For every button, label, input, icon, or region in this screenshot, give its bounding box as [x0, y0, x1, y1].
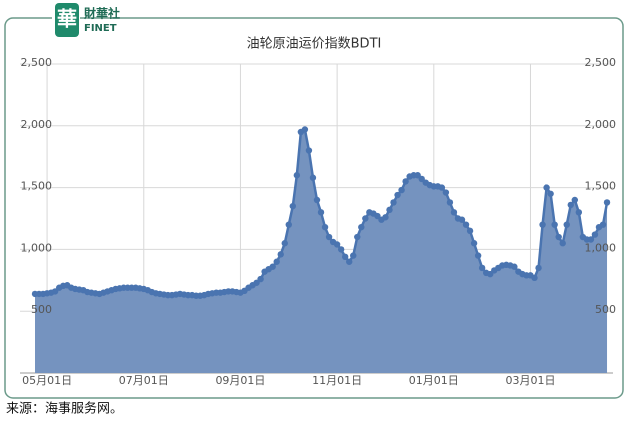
marker: [446, 199, 454, 206]
marker: [474, 252, 482, 259]
y2-tick-label: 2,500: [585, 56, 617, 69]
x-tick-label: 07月01日: [119, 374, 169, 387]
marker: [559, 240, 566, 247]
x-tick-label: 05月01日: [22, 374, 72, 387]
y2-tick-label: 2,000: [585, 118, 617, 131]
source: 来源：海事服务网。: [6, 401, 123, 417]
marker: [386, 206, 393, 214]
x-tick-label: 03月01日: [505, 374, 555, 387]
y2-tick-label: 500: [595, 303, 616, 316]
marker: [575, 209, 583, 216]
marker: [394, 191, 401, 199]
marker: [458, 216, 466, 223]
marker: [478, 264, 486, 272]
x-tick-label: 01月01日: [409, 374, 459, 387]
marker: [253, 279, 260, 286]
x-tick-label: 11月01日: [312, 374, 362, 387]
marker: [341, 253, 349, 261]
marker: [555, 233, 562, 241]
marker: [277, 251, 284, 258]
y-tick-label: 2,500: [21, 56, 53, 69]
marker: [462, 221, 470, 228]
marker: [382, 214, 389, 221]
marker: [418, 175, 425, 183]
marker: [305, 147, 313, 154]
x-tick-label: 09月01日: [215, 374, 265, 387]
marker: [603, 199, 611, 206]
marker: [293, 172, 301, 179]
chart-title: 油轮原油运价指数BDTI: [247, 37, 382, 52]
marker: [362, 215, 369, 222]
marker: [402, 178, 409, 185]
marker: [599, 221, 607, 228]
marker: [571, 196, 579, 204]
marker: [543, 184, 550, 191]
marker: [337, 246, 345, 253]
logo-box: [55, 3, 79, 37]
plot: 05月01日 07月01日 09月01日 11月01日 01月01日 03月01日 500 1…: [20, 56, 616, 387]
marker: [438, 184, 446, 191]
marker: [273, 258, 280, 265]
marker: [309, 174, 317, 181]
marker: [531, 274, 538, 282]
marker: [321, 223, 329, 231]
marker: [539, 221, 546, 228]
y-tick-label: 1,500: [21, 180, 53, 193]
marker: [281, 240, 288, 247]
marker: [567, 201, 574, 209]
marker: [398, 186, 405, 194]
y2-tick-label: 1,500: [585, 180, 617, 193]
marker: [301, 126, 309, 133]
marker: [470, 240, 478, 247]
marker: [547, 190, 554, 197]
y2-tick-label: 1,000: [585, 241, 617, 254]
marker: [51, 288, 59, 295]
marker: [563, 221, 570, 228]
marker: [354, 233, 361, 241]
marker: [333, 241, 341, 248]
marker: [591, 231, 599, 238]
marker: [374, 212, 381, 220]
y-tick-label: 1,000: [21, 241, 53, 254]
marker: [289, 202, 297, 210]
marker: [325, 233, 333, 241]
marker: [285, 221, 292, 228]
marker: [350, 252, 357, 259]
y-tick-label: 2,000: [21, 118, 53, 131]
marker: [269, 263, 276, 270]
marker: [317, 209, 325, 216]
marker: [551, 221, 558, 228]
marker: [390, 199, 397, 206]
marker: [414, 172, 421, 179]
logo-mark: 華: [57, 7, 77, 31]
marker: [466, 227, 474, 235]
marker: [442, 189, 450, 196]
marker: [487, 270, 494, 278]
marker: [257, 275, 264, 283]
marker: [346, 258, 353, 265]
y-tick-label: 500: [31, 303, 52, 316]
logo-name: 財華社: [83, 6, 120, 21]
marker: [313, 196, 321, 204]
marker: [511, 263, 518, 270]
logo-sub: FINET: [84, 23, 117, 34]
area: [35, 129, 608, 373]
marker: [358, 223, 365, 231]
marker: [535, 264, 542, 272]
marker: [450, 209, 458, 216]
marker: [587, 236, 595, 243]
